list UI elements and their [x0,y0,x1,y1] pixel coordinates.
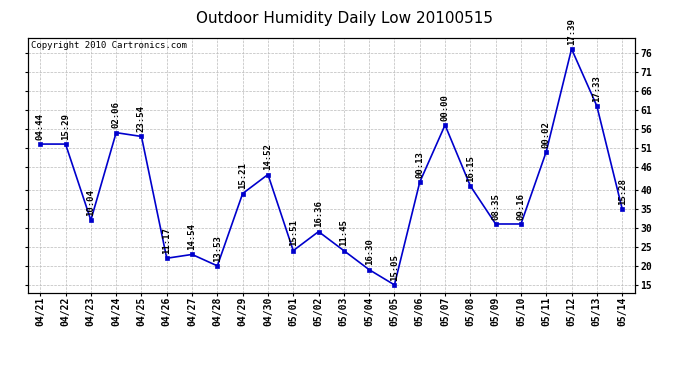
Text: 10:04: 10:04 [86,189,95,216]
Text: 15:29: 15:29 [61,113,70,140]
Text: 15:51: 15:51 [288,220,298,246]
Text: 15:28: 15:28 [618,178,627,205]
Text: 17:33: 17:33 [592,75,602,102]
Text: 00:13: 00:13 [415,151,424,178]
Text: 02:06: 02:06 [112,102,121,129]
Text: 11:17: 11:17 [162,227,171,254]
Text: 08:35: 08:35 [491,193,500,220]
Text: 14:54: 14:54 [188,224,197,250]
Text: 00:00: 00:00 [440,94,450,121]
Text: 23:54: 23:54 [137,105,146,132]
Text: 14:52: 14:52 [264,144,273,170]
Text: 11:45: 11:45 [339,220,348,246]
Text: 15:05: 15:05 [390,254,399,281]
Text: 04:44: 04:44 [36,113,45,140]
Text: 16:30: 16:30 [364,238,374,266]
Text: Copyright 2010 Cartronics.com: Copyright 2010 Cartronics.com [30,41,186,50]
Text: 13:53: 13:53 [213,235,222,262]
Text: 16:15: 16:15 [466,155,475,182]
Text: 09:16: 09:16 [516,193,526,220]
Text: Outdoor Humidity Daily Low 20100515: Outdoor Humidity Daily Low 20100515 [197,11,493,26]
Text: 00:02: 00:02 [542,121,551,147]
Text: 16:36: 16:36 [314,201,323,228]
Text: 15:21: 15:21 [238,162,247,189]
Text: 17:39: 17:39 [567,18,576,45]
